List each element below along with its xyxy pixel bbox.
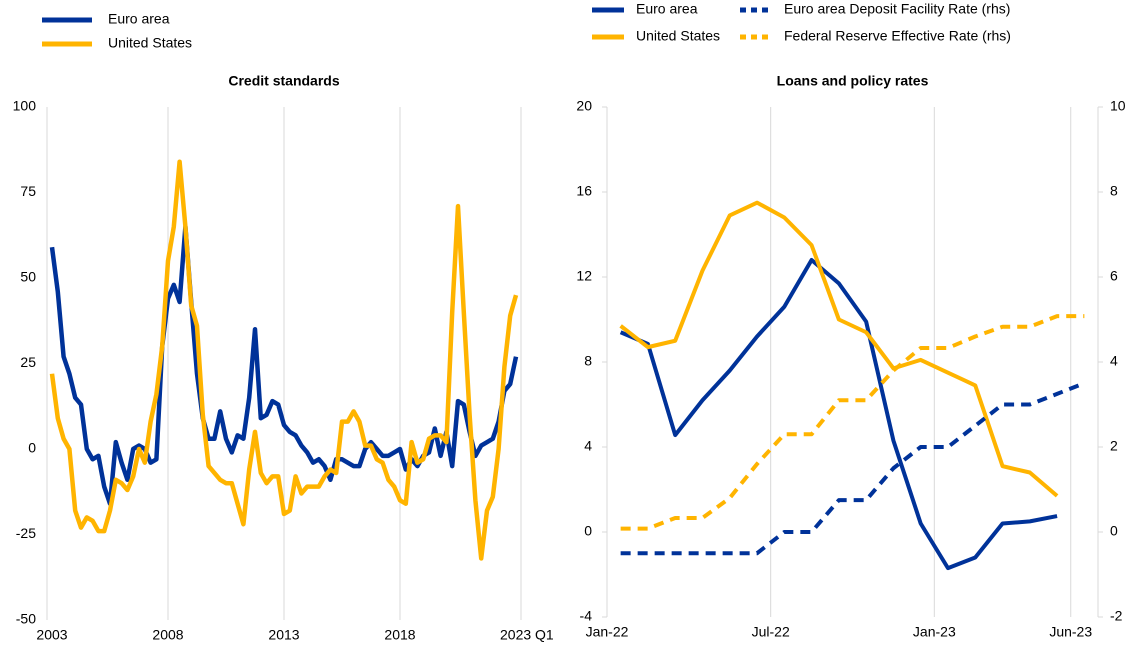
y2-tick-label: 8 <box>1110 183 1118 199</box>
y2-tick-label: 6 <box>1110 268 1118 284</box>
y-tick-label: 100 <box>13 98 37 114</box>
legend-label: Euro area Deposit Facility Rate (rhs) <box>784 1 1010 17</box>
y-tick-label: -25 <box>16 525 36 541</box>
series-line <box>620 314 1085 531</box>
x-tick-label: 2023 Q1 <box>500 627 554 643</box>
y-tick-label: 0 <box>28 440 36 456</box>
x-tick-label: Jan-22 <box>586 624 629 640</box>
legend-label: Euro area <box>108 11 170 27</box>
chart-title: Credit standards <box>228 73 339 89</box>
series-line <box>619 200 1059 498</box>
series-line <box>620 381 1086 556</box>
x-tick-label: 2018 <box>384 627 415 643</box>
y2-tick-label: 0 <box>1110 523 1118 539</box>
legend-label: Euro area <box>636 1 698 17</box>
legend-label: United States <box>108 35 192 51</box>
x-tick-label: 2003 <box>36 627 67 643</box>
y2-tick-label: 2 <box>1110 438 1118 454</box>
series-line <box>619 258 1058 571</box>
y-tick-label: -4 <box>580 608 593 624</box>
x-tick-label: Jan-23 <box>913 624 956 640</box>
y2-tick-label: 10 <box>1110 98 1126 114</box>
y-tick-label: 20 <box>576 98 592 114</box>
series-line <box>49 224 519 506</box>
y-tick-label: -50 <box>16 611 36 627</box>
y-tick-label: 12 <box>576 268 592 284</box>
x-tick-label: 2013 <box>268 627 299 643</box>
chart-title: Loans and policy rates <box>777 73 929 89</box>
y-tick-label: 75 <box>20 183 36 199</box>
x-tick-label: 2008 <box>152 627 183 643</box>
y-tick-label: 8 <box>584 353 592 369</box>
x-tick-label: Jun-23 <box>1049 624 1092 640</box>
legend-label: Federal Reserve Effective Rate (rhs) <box>784 28 1011 44</box>
legend-label: United States <box>636 28 720 44</box>
series-line <box>49 159 519 561</box>
y-tick-label: 16 <box>576 183 592 199</box>
y2-tick-label: 4 <box>1110 353 1118 369</box>
y-tick-label: 0 <box>584 523 592 539</box>
y-tick-label: 4 <box>584 438 592 454</box>
y2-tick-label: -2 <box>1110 608 1123 624</box>
y-tick-label: 25 <box>20 354 36 370</box>
y-tick-label: 50 <box>20 269 36 285</box>
x-tick-label: Jul-22 <box>752 624 790 640</box>
